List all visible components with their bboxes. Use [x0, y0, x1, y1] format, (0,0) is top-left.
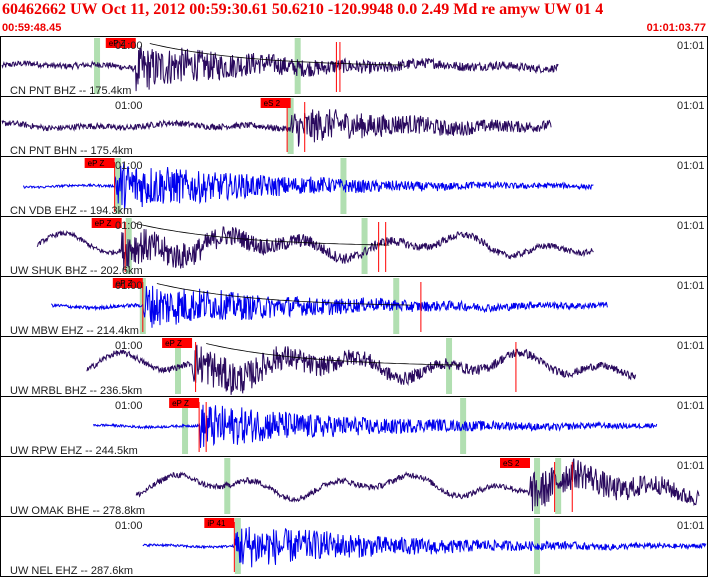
coda-window	[361, 218, 368, 274]
decay-curve	[156, 283, 411, 306]
waveform-trace	[93, 404, 658, 448]
pick-label: eP Z	[172, 399, 189, 408]
window-start-time: 00:59:48.45	[2, 22, 62, 34]
station-label: CN PNT BHN -- 175.4km	[10, 145, 133, 157]
time-label-right: 01:01	[677, 220, 705, 232]
pick-label: iP 41	[207, 519, 226, 528]
pick-label-box[interactable]	[169, 398, 200, 408]
time-label-right: 01:01	[677, 160, 705, 172]
station-label: UW OMAK BHE -- 278.8km	[10, 505, 145, 517]
waveform-trace	[22, 162, 594, 211]
trace-panel[interactable]: eS 2 01:00 01:01 CN PNT BHN -- 175.4km	[0, 96, 708, 158]
waveform-trace	[142, 526, 707, 568]
pick-label: eP Z	[109, 39, 126, 48]
pick-label: eP Z	[95, 219, 112, 228]
pick-label-box[interactable]	[162, 338, 193, 348]
time-label-left: 01:00	[115, 160, 143, 172]
time-label-right: 01:01	[677, 340, 705, 352]
station-label: UW MBW EHZ -- 214.4km	[10, 325, 139, 337]
trace-panel[interactable]: eP Z 01:00 01:01 UW RPW EHZ -- 244.5km	[0, 396, 708, 458]
pick-label: eP Z	[165, 339, 182, 348]
time-label-left: 01:00	[115, 40, 143, 52]
time-label-right: 01:01	[677, 40, 705, 52]
pick-label: eP Z	[116, 279, 133, 288]
pick-label-box[interactable]	[105, 38, 136, 48]
decay-curve	[206, 343, 460, 366]
waveform-trace	[1, 109, 552, 147]
pick-label: eS 2	[264, 99, 281, 108]
time-label-right: 01:01	[677, 460, 705, 472]
window-end-time: 01:01:03.77	[646, 22, 706, 34]
waveform-trace	[36, 226, 594, 270]
pick-label-box[interactable]	[112, 278, 143, 288]
trace-panel[interactable]: eP Z01:00 01:01 UW MBW EHZ -- 214.4km	[0, 276, 708, 338]
decay-curve	[135, 223, 390, 246]
station-label: UW NEL EHZ -- 287.6km	[10, 565, 133, 577]
time-label-left: 01:00	[115, 220, 143, 232]
time-label-right: 01:01	[677, 520, 705, 532]
station-label: CN PNT BHZ -- 175.4km	[10, 85, 131, 97]
waveform-trace	[50, 285, 608, 328]
event-title: 60462662 UW Oct 11, 2012 00:59:30.61 50.…	[2, 1, 604, 18]
trace-panel[interactable]: eP Z01:00 01:01 CN PNT BHZ -- 175.4km	[0, 36, 708, 98]
time-label-right: 01:01	[677, 280, 705, 292]
pick-label: eS 2	[503, 459, 520, 468]
pick-label-box[interactable]	[204, 518, 235, 528]
pick-label-box[interactable]	[260, 98, 291, 108]
trace-panel[interactable]: eP Z 01:00 01:01 UW MRBL BHZ -- 236.5km	[0, 336, 708, 398]
coda-window	[125, 218, 132, 274]
event-header: 60462662 UW Oct 11, 2012 00:59:30.61 50.…	[0, 0, 708, 36]
time-label-left: 01:00	[115, 100, 143, 112]
trace-panel[interactable]: eP Z 01:00 01:01 CN VDB EHZ -- 194.3km	[0, 156, 708, 218]
time-label-left: 01:00	[115, 400, 143, 412]
pick-label-box[interactable]	[500, 458, 530, 468]
trace-panel[interactable]: iP 41 01:00 01:01 UW NEL EHZ -- 287.6km	[0, 516, 708, 578]
decay-curve	[149, 43, 404, 66]
time-label-left: 01:00	[115, 280, 143, 292]
time-label-left: 01:00	[115, 520, 143, 532]
station-label: UW RPW EHZ -- 244.5km	[10, 445, 138, 457]
waveform-trace	[135, 458, 700, 512]
pick-label-box[interactable]	[84, 158, 115, 168]
station-label: UW SHUK BHZ -- 202.6km	[10, 265, 143, 277]
pick-label: eP Z	[88, 159, 105, 168]
time-label-left: 01:00	[115, 340, 143, 352]
trace-panel[interactable]: eP Z 01:00 01:01 UW SHUK BHZ -- 202.6km	[0, 216, 708, 278]
trace-panel[interactable]: eS 2 01:01 UW OMAK BHE -- 278.8km	[0, 456, 708, 518]
waveform-trace	[1, 46, 559, 92]
time-label-right: 01:01	[677, 100, 705, 112]
time-label-right: 01:01	[677, 400, 705, 412]
station-label: UW MRBL BHZ -- 236.5km	[10, 385, 142, 397]
waveform-trace	[86, 344, 637, 395]
station-label: CN VDB EHZ -- 194.3km	[10, 205, 132, 217]
pick-label-box[interactable]	[91, 218, 122, 228]
